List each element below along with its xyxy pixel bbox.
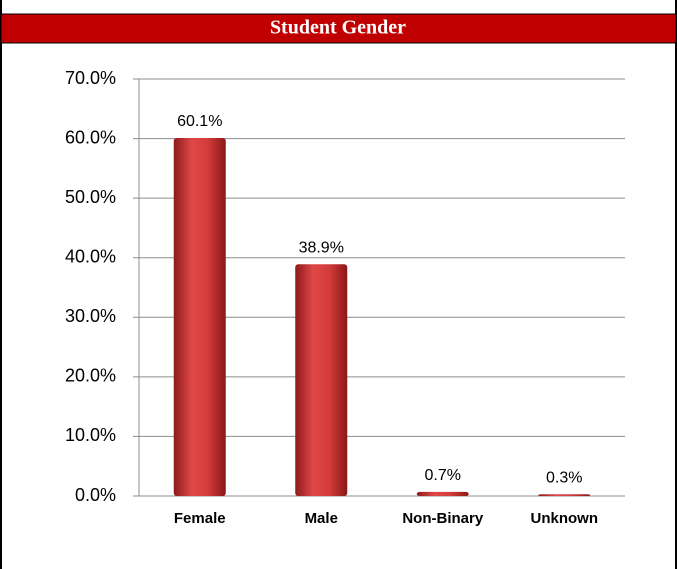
bar [173, 137, 226, 496]
bar [538, 494, 591, 496]
bar [295, 264, 348, 496]
y-tick-label: 60.0% [65, 127, 116, 147]
x-tick-label: Non-Binary [402, 510, 483, 527]
value-label: 60.1% [177, 113, 222, 130]
y-tick-label: 0.0% [75, 485, 116, 505]
bar [416, 491, 469, 496]
y-tick-label: 40.0% [65, 246, 116, 266]
value-label: 0.3% [546, 469, 582, 486]
plot-area: 0.0% 10.0% 20.0% 30.0% 40.0% 50.0% 60.0% 70.0% F… [65, 68, 625, 527]
y-tick-label: 30.0% [65, 306, 116, 326]
x-tick-label: Female [174, 510, 226, 527]
chart-title: Student Gender [270, 17, 406, 39]
title-bar [0, 13, 677, 44]
y-tick-label: 50.0% [65, 187, 116, 207]
x-tick-label: Male [305, 510, 338, 527]
x-tick-label: Unknown [531, 510, 599, 527]
y-tick-label: 70.0% [65, 68, 116, 88]
y-tick-label: 20.0% [65, 366, 116, 386]
value-label: 38.9% [299, 239, 344, 256]
y-tick-label: 10.0% [65, 425, 116, 445]
value-label: 0.7% [425, 467, 461, 484]
